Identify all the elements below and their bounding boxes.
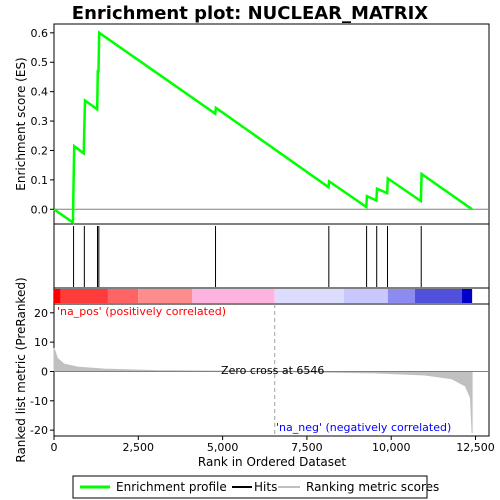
colorbar-segment <box>274 289 344 303</box>
metric-y-tick-label: -20 <box>30 424 48 437</box>
x-tick-label: 12,500 <box>456 441 495 454</box>
ranking-metric-area <box>53 347 473 434</box>
x-axis-label: Rank in Ordered Dataset <box>198 455 346 469</box>
es-layer: 0.0 0.1 0.2 0.3 0.4 0.5 0.6 <box>31 27 489 225</box>
metric-y-tick-label: 0 <box>41 365 48 378</box>
metric-y-axis-label: Ranked list metric (PreRanked) <box>14 277 28 462</box>
x-axis: 0 2,500 5,000 7,500 10,000 12,500 <box>51 436 495 454</box>
x-tick-label: 5,000 <box>207 441 239 454</box>
es-y-tick-label: 0.3 <box>31 115 49 128</box>
colorbar-segment <box>60 289 108 303</box>
chart-title: Enrichment plot: NUCLEAR_MATRIX <box>72 3 429 24</box>
es-y-tick-label: 0.5 <box>31 56 49 69</box>
colorbar-segment <box>344 289 388 303</box>
metric-y-tick-label: 20 <box>34 307 48 320</box>
es-y-tick-label: 0.2 <box>31 144 49 157</box>
colorbar-segment <box>414 289 463 303</box>
x-tick-label: 10,000 <box>372 441 411 454</box>
es-y-tick-label: 0.4 <box>31 86 49 99</box>
hits-panel-frame <box>53 223 490 289</box>
metric-y-tick-label: 10 <box>34 336 48 349</box>
legend-label-metric: Ranking metric scores <box>306 480 439 494</box>
colorbar-segment <box>54 289 61 303</box>
colorbar-segment <box>462 289 473 303</box>
x-tick-label: 0 <box>51 441 58 454</box>
hits-layer <box>73 226 422 287</box>
metric-layer: 20 10 0 -10 -20 'na_pos' (positively correlat… <box>30 304 489 437</box>
x-tick-label: 7,500 <box>291 441 323 454</box>
pos-correlated-label: 'na_pos' (positively correlated) <box>57 305 226 318</box>
x-tick-label: 2,500 <box>123 441 155 454</box>
metric-y-tick-label: -10 <box>30 395 48 408</box>
legend-label-hits: Hits <box>254 480 277 494</box>
colorbar-segment <box>192 289 275 303</box>
es-y-tick-label: 0.0 <box>31 203 49 216</box>
zero-cross-label: Zero cross at 6546 <box>221 364 324 377</box>
colorbar-segment <box>107 289 139 303</box>
es-y-axis-label: Enrichment score (ES) <box>14 57 28 190</box>
colorbar-layer <box>54 289 473 303</box>
enrichment-profile-line <box>53 30 473 225</box>
es-y-tick-label: 0.6 <box>31 27 49 40</box>
colorbar-segment <box>387 289 415 303</box>
neg-correlated-label: 'na_neg' (negatively correlated) <box>276 421 451 434</box>
legend-label-enrichment: Enrichment profile <box>116 480 227 494</box>
es-y-tick-label: 0.1 <box>31 174 49 187</box>
es-panel-frame <box>53 23 490 225</box>
colorbar-segment <box>138 289 193 303</box>
